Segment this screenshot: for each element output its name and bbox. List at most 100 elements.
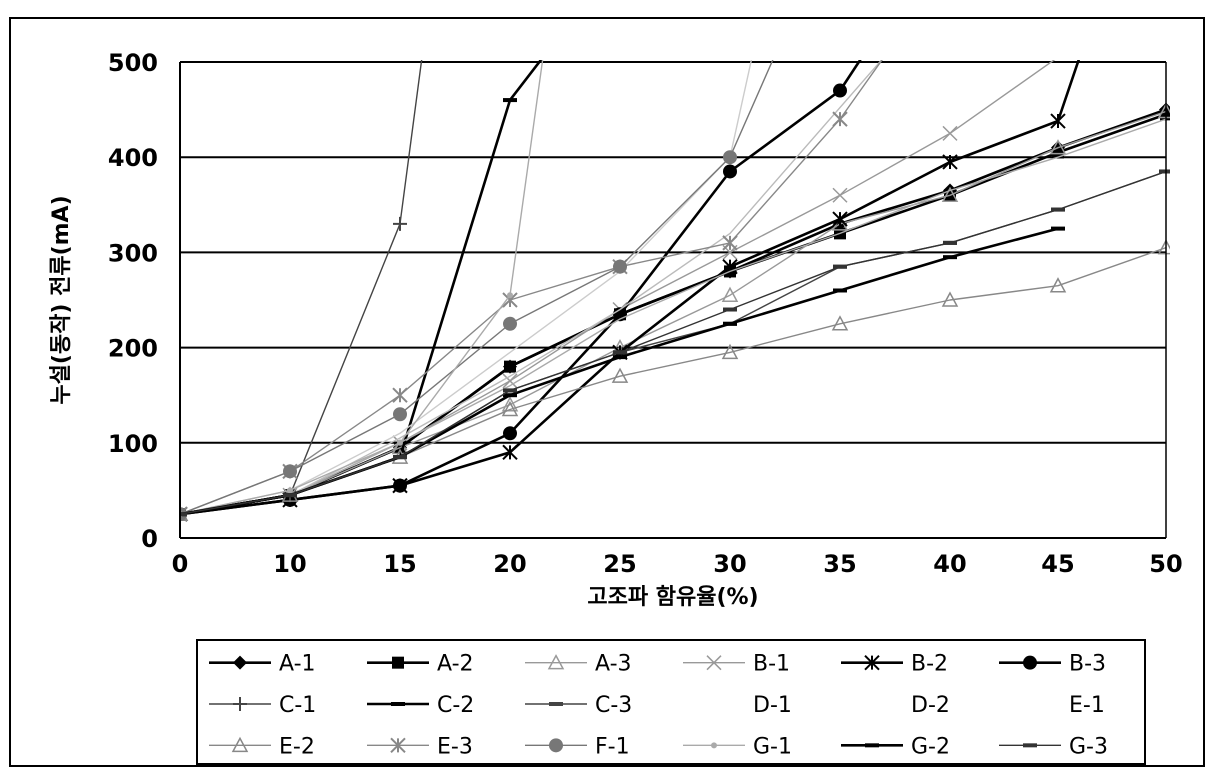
point-b-1-6 — [832, 187, 848, 203]
legend-marker-g-2 — [865, 743, 879, 748]
legend-marker-c-2 — [391, 702, 405, 706]
legend-marker-e-2 — [231, 736, 249, 753]
legend-box — [196, 639, 1146, 765]
point-b-2-3 — [502, 444, 518, 461]
legend-label-f-1: F-1 — [595, 734, 630, 759]
y-axis-title: 누설(동작) 전류(mA) — [49, 195, 74, 404]
point-g-2-8 — [1051, 226, 1065, 231]
y-tick-label-400: 400 — [108, 144, 158, 172]
point-b-1-3 — [502, 373, 518, 389]
series-line-a-3 — [180, 110, 1167, 515]
point-g-1-1 — [287, 487, 293, 494]
legend-item-b-3: B-3 — [999, 652, 1106, 677]
legend-marker-b-2 — [864, 654, 880, 671]
legend-label-a-1: A-1 — [279, 652, 316, 677]
point-b-3-5 — [723, 164, 737, 179]
point-e-2-4 — [611, 367, 629, 383]
point-g-2-6 — [833, 288, 847, 293]
point-g-3-0 — [180, 512, 187, 517]
legend-item-a-2: A-2 — [367, 652, 474, 677]
legend-label-c-2: C-2 — [437, 693, 474, 718]
point-e-2-8 — [1049, 277, 1067, 293]
point-g-2-7 — [943, 255, 957, 260]
point-g-2-5 — [723, 321, 737, 326]
legend-label-b-2: B-2 — [911, 652, 948, 677]
point-a-3-5 — [721, 286, 739, 302]
legend-item-g-2: G-2 — [841, 734, 950, 759]
series-f-1 — [180, 60, 774, 522]
point-g-2-4 — [613, 355, 627, 360]
series-line-g-3 — [180, 170, 1167, 515]
point-g-3-3 — [503, 388, 517, 393]
x-tick-label-40: 40 — [933, 550, 966, 578]
point-e-2-6 — [831, 315, 849, 331]
x-tick-label-35: 35 — [823, 550, 856, 578]
point-a-3-8 — [1049, 139, 1067, 155]
legend-label-g-3: G-3 — [1069, 734, 1108, 759]
series-lines — [180, 60, 1170, 522]
legend-item-e-1: E-1 — [1069, 693, 1105, 718]
point-g-3-5 — [723, 307, 737, 312]
legend-marker-a-2 — [392, 656, 404, 669]
x-tick-label-10: 10 — [273, 550, 306, 578]
legend-label-a-3: A-3 — [595, 652, 632, 677]
y-tick-label-100: 100 — [108, 430, 158, 458]
legend-item-g-3: G-3 — [999, 734, 1108, 759]
x-tick-label-15: 15 — [383, 550, 416, 578]
series-line-e-3 — [180, 60, 883, 515]
point-e-2-7 — [941, 291, 959, 307]
legend-label-g-1: G-1 — [753, 734, 792, 759]
legend-marker-g-1 — [711, 742, 717, 749]
point-g-3-8 — [1051, 207, 1065, 212]
legend-label-e-1: E-1 — [1069, 693, 1105, 718]
point-e-2-3 — [501, 400, 519, 417]
series-line-b-3 — [180, 60, 862, 516]
point-g-1-2 — [397, 439, 403, 446]
legend-marker-a-1 — [233, 655, 247, 670]
series-line-d-1 — [180, 118, 1167, 515]
point-g-3-2 — [393, 455, 407, 460]
x-axis-title: 고조파 함유율(%) — [587, 585, 758, 610]
axes: 0 100 200 300 400 500 0 10 15 20 25 30 35 40 45 50 — [108, 49, 1183, 578]
legend-item-d-2: D-2 — [911, 693, 950, 718]
legend-item-b-2: B-2 — [841, 652, 948, 677]
legend-label-e-3: E-3 — [437, 734, 473, 759]
legend-item-e-3: E-3 — [367, 734, 473, 759]
legend-label-e-2: E-2 — [279, 734, 315, 759]
legend-marker-b-1 — [706, 655, 722, 671]
point-g-1-3 — [507, 292, 513, 299]
point-c-1-2 — [393, 216, 407, 231]
y-tick-label-500: 500 — [108, 49, 158, 77]
point-f-1-1 — [283, 464, 297, 479]
legend-marker-c-3 — [549, 702, 563, 706]
legend-marker-e-3 — [390, 737, 406, 754]
legend-marker-f-1 — [549, 738, 563, 753]
point-f-1-4 — [613, 259, 627, 274]
point-b-3-2 — [393, 478, 407, 493]
legend-item-g-1: G-1 — [683, 734, 792, 759]
legend: A-1 A-2 A-3 B-1 B-2 B-3 C-1 C-2 C-3 D-1 D-2 E-1 E-2 E… — [196, 639, 1146, 765]
point-a-3-3 — [501, 396, 519, 412]
point-a-3-7 — [941, 186, 959, 203]
legend-item-c-3: C-3 — [525, 693, 632, 718]
legend-item-d-1: D-1 — [753, 693, 792, 718]
point-b-2-7 — [942, 154, 958, 170]
point-f-1-3 — [503, 316, 517, 331]
y-tick-label-300: 300 — [108, 239, 158, 267]
legend-label-c-3: C-3 — [595, 693, 632, 718]
point-g-3-1 — [283, 493, 297, 498]
point-g-3-7 — [943, 240, 957, 245]
x-tick-label-0: 0 — [172, 550, 189, 578]
point-e-2-5 — [721, 343, 739, 360]
point-a-2-9 — [1160, 108, 1170, 121]
point-e-3-2 — [392, 387, 408, 403]
point-g-3-6 — [833, 264, 847, 269]
x-tick-label-45: 45 — [1041, 550, 1074, 578]
legend-label-d-1: D-1 — [753, 693, 792, 718]
legend-label-b-1: B-1 — [753, 652, 790, 677]
point-b-2-6 — [832, 211, 848, 227]
legend-label-d-2: D-2 — [911, 693, 950, 718]
series-d-1 — [180, 118, 1167, 515]
